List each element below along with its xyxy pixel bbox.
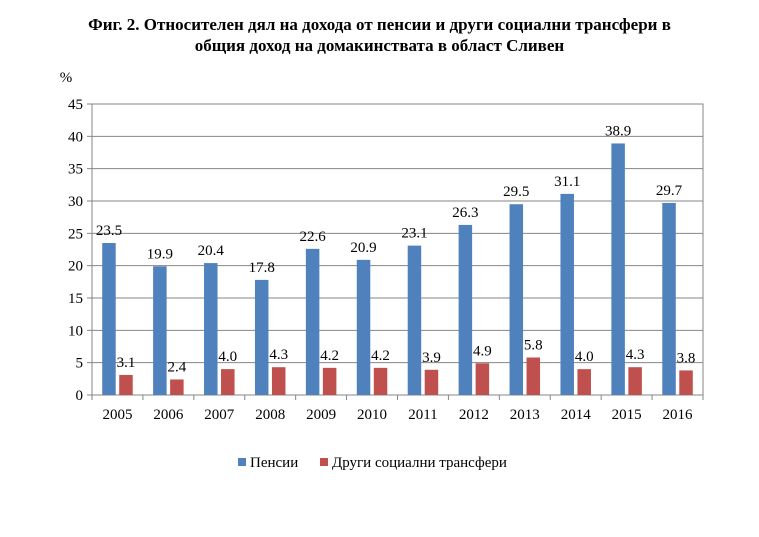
y-tick-label: 15 — [68, 291, 83, 307]
bar-pensions-2014 — [560, 193, 574, 395]
data-label-pensions-2006: 19.9 — [147, 246, 173, 262]
x-tick-label: 2012 — [459, 407, 489, 423]
bar-pensions-2007 — [204, 263, 218, 395]
data-label-other-transfers-2008: 4.3 — [269, 347, 288, 363]
data-label-other-transfers-2006: 2.4 — [168, 359, 187, 375]
bar-other-transfers-2015 — [628, 367, 642, 395]
bar-other-transfers-2006 — [170, 379, 184, 395]
y-axis-label: % — [60, 70, 73, 86]
y-tick-label: 45 — [68, 97, 83, 113]
bar-pensions-2009 — [305, 248, 320, 395]
bar-other-transfers-2011 — [424, 369, 439, 395]
bar-other-transfers-2010 — [373, 367, 388, 395]
y-tick-label: 5 — [76, 356, 84, 372]
x-tick-label: 2014 — [561, 407, 592, 423]
y-tick-label: 30 — [68, 194, 83, 210]
bar-other-transfers-2005 — [119, 374, 133, 395]
chart-title: Фиг. 2. Относителен дял на дохода от пен… — [0, 14, 759, 56]
data-label-pensions-2005: 23.5 — [96, 223, 122, 239]
data-label-pensions-2012: 26.3 — [452, 205, 478, 221]
bar-other-transfers-2012 — [475, 363, 490, 395]
data-label-other-transfers-2012: 4.9 — [473, 343, 492, 359]
bar-pensions-2012 — [458, 224, 473, 395]
x-tick-label: 2009 — [306, 407, 336, 423]
y-tick-label: 20 — [68, 259, 83, 275]
y-tick-label: 25 — [68, 226, 83, 242]
x-tick-label: 2007 — [204, 407, 235, 423]
bar-pensions-2008 — [254, 279, 269, 395]
data-label-other-transfers-2014: 4.0 — [575, 349, 594, 365]
x-tick-label: 2011 — [408, 407, 437, 423]
y-tick-label: 40 — [68, 129, 83, 145]
data-label-pensions-2009: 22.6 — [300, 229, 327, 245]
y-tick-label: 10 — [68, 323, 83, 339]
legend-label-pensions: Пенсии — [250, 455, 298, 471]
bar-pensions-2013 — [509, 204, 524, 395]
bar-other-transfers-2007 — [221, 369, 235, 395]
bar-pensions-2010 — [356, 259, 371, 395]
data-label-other-transfers-2009: 4.2 — [320, 348, 339, 364]
bar-pensions-2006 — [153, 266, 167, 395]
x-tick-label: 2015 — [612, 407, 642, 423]
x-tick-label: 2010 — [357, 407, 387, 423]
x-tick-label: 2005 — [102, 407, 132, 423]
bar-pensions-2016 — [662, 202, 676, 395]
data-label-other-transfers-2013: 5.8 — [524, 337, 543, 353]
bar-other-transfers-2014 — [577, 369, 591, 395]
chart-title-line-2: общия доход на домакинствата в област Сл… — [194, 36, 565, 55]
y-tick-label: 35 — [68, 162, 83, 178]
data-label-pensions-2007: 20.4 — [198, 243, 225, 259]
data-label-other-transfers-2011: 3.9 — [422, 350, 441, 366]
bar-pensions-2011 — [407, 245, 422, 395]
data-label-pensions-2013: 29.5 — [503, 184, 529, 200]
data-label-other-transfers-2010: 4.2 — [371, 348, 390, 364]
x-tick-label: 2013 — [510, 407, 540, 423]
x-tick-label: 2008 — [255, 407, 285, 423]
data-label-pensions-2015: 38.9 — [605, 123, 631, 139]
y-tick-label: 0 — [76, 388, 84, 404]
plot-area — [91, 103, 704, 396]
legend-swatch-other-transfers — [320, 458, 328, 466]
data-label-other-transfers-2007: 4.0 — [218, 349, 237, 365]
x-tick-label: 2016 — [663, 407, 694, 423]
bar-other-transfers-2009 — [322, 367, 337, 395]
x-tick-label: 2006 — [153, 407, 184, 423]
data-label-pensions-2008: 17.8 — [249, 260, 275, 276]
legend-label-other-transfers: Други социални трансфери — [332, 455, 507, 471]
data-label-pensions-2010: 20.9 — [350, 240, 376, 256]
bar-other-transfers-2013 — [526, 357, 541, 395]
data-label-pensions-2011: 23.1 — [401, 226, 427, 242]
data-label-pensions-2016: 29.7 — [656, 183, 683, 199]
chart-title-line-1: Фиг. 2. Относителен дял на дохода от пен… — [88, 15, 671, 34]
data-label-other-transfers-2015: 4.3 — [626, 347, 645, 363]
data-label-pensions-2014: 31.1 — [554, 174, 580, 190]
bar-pensions-2015 — [611, 143, 625, 395]
bar-pensions-2005 — [102, 243, 116, 395]
bar-other-transfers-2008 — [271, 367, 286, 395]
data-label-other-transfers-2005: 3.1 — [117, 355, 136, 371]
bar-other-transfers-2016 — [679, 370, 693, 395]
data-label-other-transfers-2016: 3.8 — [677, 350, 696, 366]
legend-swatch-pensions — [238, 458, 246, 466]
